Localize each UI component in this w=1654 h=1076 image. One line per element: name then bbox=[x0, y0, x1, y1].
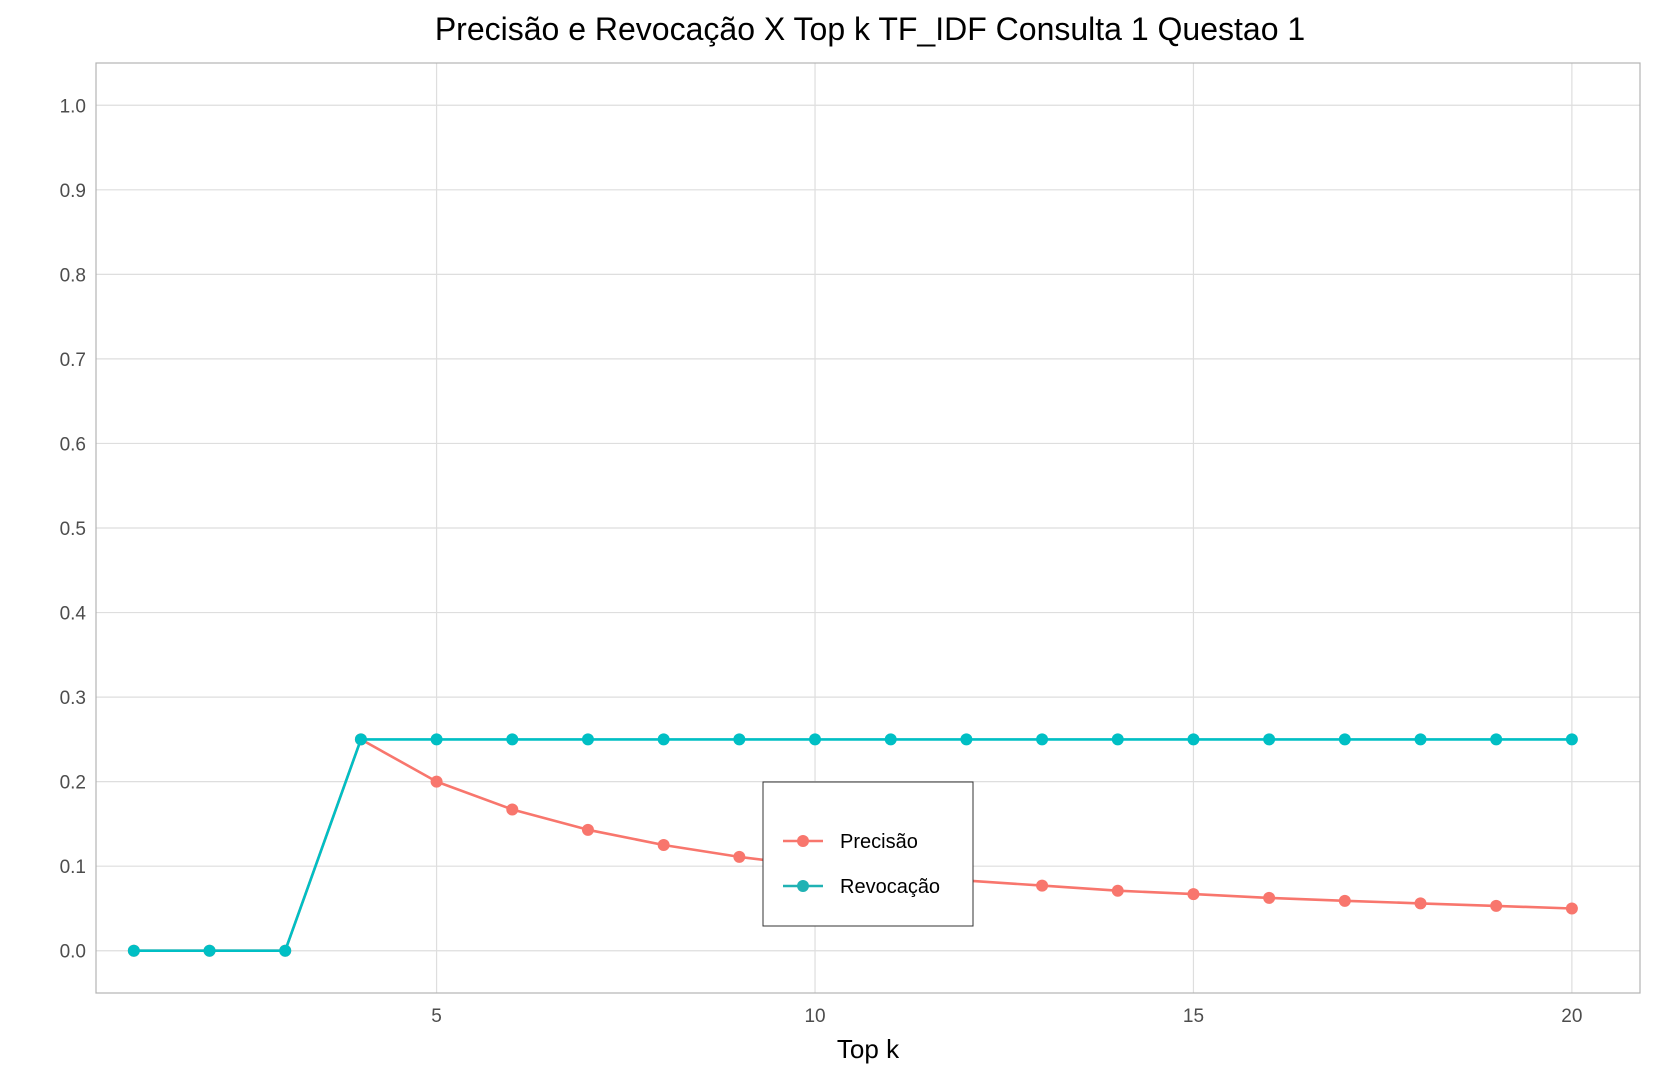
data-point bbox=[1111, 733, 1124, 746]
y-tick-label: 0.9 bbox=[60, 181, 86, 202]
data-point bbox=[1263, 891, 1276, 904]
plot-panel-border bbox=[95, 62, 1641, 994]
data-point bbox=[127, 944, 140, 957]
data-point bbox=[657, 733, 670, 746]
data-point bbox=[1565, 733, 1578, 746]
data-point bbox=[203, 944, 216, 957]
data-point bbox=[1187, 888, 1200, 901]
y-tick-label: 0.4 bbox=[60, 604, 87, 625]
legend-marker-revocacao bbox=[797, 880, 809, 892]
data-point bbox=[581, 733, 594, 746]
data-point bbox=[354, 733, 367, 746]
data-point bbox=[1565, 902, 1578, 915]
series-line bbox=[133, 738, 1572, 953]
x-tick-label: 20 bbox=[1561, 1006, 1582, 1027]
data-point bbox=[1414, 897, 1427, 910]
legend-label-revocacao: Revocação bbox=[840, 876, 940, 898]
legend: Precisão Revocação bbox=[762, 781, 974, 927]
data-point bbox=[1187, 733, 1200, 746]
legend-label-precisao: Precisão bbox=[840, 831, 918, 853]
data-point bbox=[1111, 884, 1124, 897]
x-axis-ticks: 5 10 15 20 bbox=[431, 1006, 1582, 1027]
data-point bbox=[733, 733, 746, 746]
data-point bbox=[1036, 879, 1049, 892]
x-tick-label: 5 bbox=[431, 1006, 442, 1027]
data-point bbox=[581, 823, 594, 836]
data-point bbox=[430, 775, 443, 788]
data-point bbox=[809, 733, 822, 746]
data-point bbox=[1490, 899, 1503, 912]
y-tick-label: 1.0 bbox=[60, 96, 86, 117]
data-point bbox=[1490, 733, 1503, 746]
legend-box bbox=[762, 781, 974, 927]
data-point bbox=[430, 733, 443, 746]
data-point bbox=[1338, 894, 1351, 907]
data-point bbox=[1263, 733, 1276, 746]
y-tick-label: 0.1 bbox=[60, 857, 86, 878]
data-point bbox=[733, 850, 746, 863]
y-tick-label: 0.8 bbox=[60, 265, 86, 286]
data-point bbox=[506, 803, 519, 816]
x-tick-label: 15 bbox=[1183, 1006, 1204, 1027]
data-point bbox=[1338, 733, 1351, 746]
data-point bbox=[506, 733, 519, 746]
y-tick-label: 0.0 bbox=[60, 942, 86, 963]
y-tick-label: 0.6 bbox=[60, 434, 86, 455]
y-tick-label: 0.7 bbox=[60, 350, 86, 371]
y-tick-label: 0.5 bbox=[60, 519, 86, 540]
y-tick-label: 0.2 bbox=[60, 773, 86, 794]
data-point bbox=[1036, 733, 1049, 746]
data-point bbox=[960, 733, 973, 746]
x-axis-label: Top k bbox=[837, 1034, 900, 1064]
data-point bbox=[657, 839, 670, 852]
legend-marker-precisao bbox=[797, 835, 809, 847]
series-revocacao bbox=[127, 733, 1578, 957]
data-point bbox=[884, 733, 897, 746]
chart-title: Precisão e Revocação X Top k TF_IDF Cons… bbox=[435, 11, 1305, 47]
data-point bbox=[279, 944, 292, 957]
y-axis-ticks: 0.0 0.1 0.2 0.3 0.4 0.5 0.6 0.7 0.8 0.9 1.0 bbox=[60, 96, 87, 962]
data-point bbox=[1414, 733, 1427, 746]
y-tick-label: 0.3 bbox=[60, 688, 86, 709]
x-tick-label: 10 bbox=[804, 1006, 825, 1027]
